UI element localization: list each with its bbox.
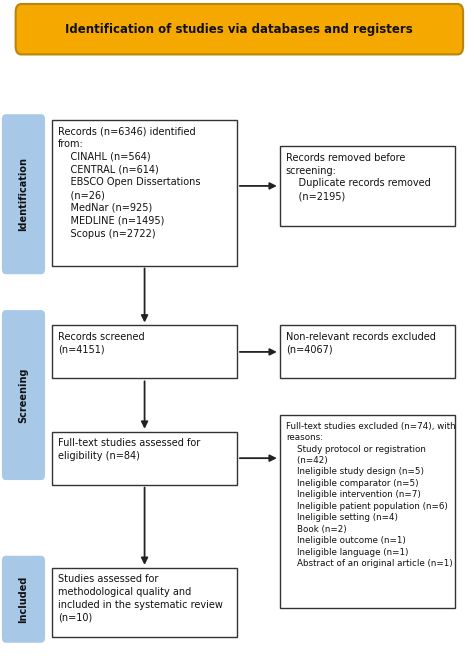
Text: Records screened
(n=4151): Records screened (n=4151)	[58, 332, 145, 355]
FancyBboxPatch shape	[52, 568, 237, 637]
FancyBboxPatch shape	[280, 146, 455, 226]
Text: Identification: Identification	[18, 157, 28, 231]
FancyBboxPatch shape	[52, 432, 237, 485]
FancyBboxPatch shape	[2, 556, 45, 643]
FancyBboxPatch shape	[52, 120, 237, 266]
Text: Records removed before
screening:
    Duplicate records removed
    (n=2195): Records removed before screening: Duplic…	[286, 153, 430, 201]
FancyBboxPatch shape	[2, 114, 45, 274]
Text: Screening: Screening	[18, 367, 28, 423]
Text: Non-relevant records excluded
(n=4067): Non-relevant records excluded (n=4067)	[286, 332, 436, 355]
Text: Full-text studies excluded (n=74), with
reasons:
    Study protocol or registrat: Full-text studies excluded (n=74), with …	[286, 422, 456, 568]
Text: Full-text studies assessed for
eligibility (n=84): Full-text studies assessed for eligibili…	[58, 438, 201, 461]
FancyBboxPatch shape	[280, 415, 455, 608]
Text: Identification of studies via databases and registers: Identification of studies via databases …	[65, 23, 413, 36]
FancyBboxPatch shape	[16, 4, 463, 54]
Text: Records (n=6346) identified
from:
    CINAHL (n=564)
    CENTRAL (n=614)
    EBS: Records (n=6346) identified from: CINAHL…	[58, 126, 201, 238]
FancyBboxPatch shape	[280, 325, 455, 378]
FancyBboxPatch shape	[2, 310, 45, 480]
Text: Studies assessed for
methodological quality and
included in the systematic revie: Studies assessed for methodological qual…	[58, 574, 223, 623]
Text: Included: Included	[18, 576, 28, 623]
FancyBboxPatch shape	[52, 325, 237, 378]
